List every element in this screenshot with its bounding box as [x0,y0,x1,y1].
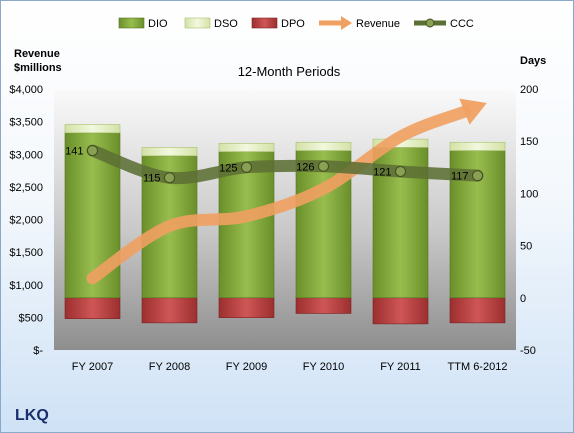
right-tick-label: 150 [520,136,538,148]
right-axis-ticks: -50 0 50 100 150 200 [520,84,538,357]
dso-bar [295,141,352,151]
legend-swatch-ccc-marker [425,18,435,28]
left-axis-label-line1: Revenue [14,48,60,60]
legend-swatch-dso [184,17,211,29]
legend-label-dso: DSO [214,18,238,30]
ccc-point [87,145,98,157]
dso-bar [141,147,198,157]
ccc-point [164,172,175,184]
legend-swatch-revenue-head [341,16,352,30]
left-tick-label: $1,500 [9,247,43,259]
left-tick-label: $2,000 [9,215,43,227]
ccc-data-label: 117 [451,171,469,183]
ccc-point [241,161,252,173]
chart-title: 12-Month Periods [238,64,341,79]
ccc-data-label: 126 [296,161,314,173]
x-tick-label: TTM 6-2012 [448,361,508,373]
company-ticker: LKQ [15,407,49,424]
ccc-point [318,160,329,172]
left-axis-ticks: $- $500 $1,000 $1,500 $2,000 $2,500 $3,000 $3,5… [9,84,43,357]
ccc-series: 141 115 125 126 121 117 [65,144,484,185]
ccc-point [472,170,483,182]
left-axis-label-line2: $millions [14,62,62,74]
right-tick-label: 200 [520,84,538,96]
x-tick-label: FY 2008 [149,361,190,373]
legend-label-dio: DIO [148,18,168,30]
dpo-bar [218,297,275,318]
right-tick-label: 50 [520,241,532,253]
ccc-line [86,144,484,185]
left-tick-label: $3,000 [9,149,43,161]
ccc-data-label: 141 [65,146,83,158]
right-axis-label: Days [520,55,546,67]
plot-area [54,89,516,350]
left-tick-label: $3,500 [9,117,43,129]
x-tick-label: FY 2011 [380,361,421,373]
legend: DIO DSO DPO Revenue CCC [118,16,474,30]
legend-label-revenue: Revenue [356,18,400,30]
left-tick-label: $2,500 [9,182,43,194]
dpo-bar [141,297,198,324]
right-tick-label: 100 [520,188,538,200]
legend-swatch-dpo [251,17,278,29]
ccc-data-label: 121 [373,166,391,178]
left-tick-label: $500 [19,312,43,324]
dso-bar [449,141,506,151]
dso-bar [64,124,121,134]
legend-swatch-dio [118,17,145,29]
right-tick-label: 0 [520,293,526,305]
dpo-bar [372,297,429,325]
x-tick-label: FY 2010 [303,361,344,373]
x-axis-ticks: FY 2007 FY 2008 FY 2009 FY 2010 FY 2011 TTM 6… [72,361,508,373]
left-tick-label: $4,000 [9,84,43,96]
revenue-series [86,98,487,285]
ccc-data-label: 115 [143,173,161,185]
x-tick-label: FY 2007 [72,361,113,373]
dso-bar [218,142,275,152]
left-tick-label: $1,000 [9,280,43,292]
right-tick-label: -50 [520,345,536,357]
ccc-point [395,165,406,177]
legend-label-dpo: DPO [281,18,305,30]
revenue-line [86,105,471,285]
dpo-bar [295,297,352,314]
dpo-bar [64,297,121,319]
dpo-bar [449,297,506,324]
x-tick-label: FY 2009 [226,361,267,373]
legend-label-ccc: CCC [450,18,474,30]
ccc-data-label: 125 [219,162,237,174]
left-tick-label: $- [33,345,43,357]
revenue-arrowhead [459,98,487,125]
